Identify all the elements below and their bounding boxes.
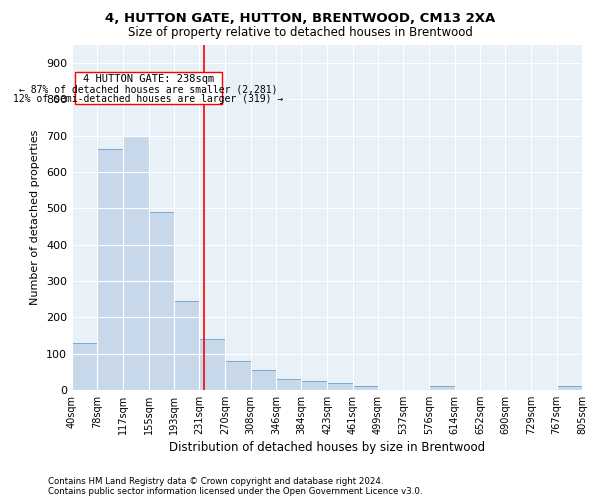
X-axis label: Distribution of detached houses by size in Brentwood: Distribution of detached houses by size … (169, 441, 485, 454)
Bar (72, 343, 97, 390)
Bar (226, 361, 251, 390)
Bar (124, 136, 149, 390)
Bar (199, 339, 226, 390)
Text: Contains HM Land Registry data © Crown copyright and database right 2024.: Contains HM Land Registry data © Crown c… (48, 477, 383, 486)
Text: 12% of semi-detached houses are larger (319) →: 12% of semi-detached houses are larger (… (13, 94, 283, 104)
Text: 4 HUTTON GATE: 238sqm: 4 HUTTON GATE: 238sqm (83, 74, 214, 84)
Y-axis label: Number of detached properties: Number of detached properties (31, 130, 40, 305)
Bar (301, 381, 328, 390)
Text: Size of property relative to detached houses in Brentwood: Size of property relative to detached ho… (128, 26, 472, 39)
Bar (174, 301, 199, 390)
Text: 4, HUTTON GATE, HUTTON, BRENTWOOD, CM13 2XA: 4, HUTTON GATE, HUTTON, BRENTWOOD, CM13 … (105, 12, 495, 26)
Bar (149, 212, 174, 390)
Text: Contains public sector information licensed under the Open Government Licence v3: Contains public sector information licen… (48, 487, 422, 496)
Bar (74, 72, 222, 104)
Bar (276, 379, 301, 390)
Bar (430, 386, 455, 390)
Bar (557, 386, 582, 390)
Bar (328, 382, 353, 390)
Text: ← 87% of detached houses are smaller (2,281): ← 87% of detached houses are smaller (2,… (19, 84, 278, 94)
Bar (97, 148, 124, 390)
Bar (251, 370, 276, 390)
Bar (353, 386, 378, 390)
